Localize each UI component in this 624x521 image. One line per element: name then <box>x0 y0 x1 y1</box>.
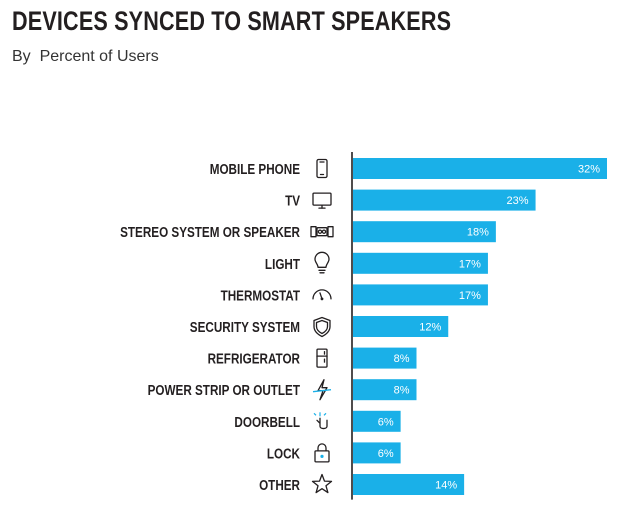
chart-subtitle: By Percent of Users <box>12 48 159 65</box>
bar-mobile-phone <box>353 158 607 179</box>
bar-value-label: 6% <box>378 448 394 460</box>
doorbell-icon <box>313 412 328 430</box>
category-label: LIGHT <box>265 255 301 272</box>
security-shield-icon <box>313 316 331 338</box>
bar-light <box>353 252 488 274</box>
bar-value-label: 8% <box>394 353 410 365</box>
bar-tv <box>353 189 536 211</box>
bar-other <box>353 474 465 495</box>
star-icon <box>311 473 333 494</box>
category-label: LOCK <box>267 445 300 462</box>
bar-value-label: 6% <box>378 416 394 428</box>
bar-power-strip-or-outlet <box>353 379 417 401</box>
bar-value-label: 32% <box>578 164 600 176</box>
category-label: POWER STRIP OR OUTLET <box>148 382 301 399</box>
bar-lock <box>353 442 401 464</box>
category-label: MOBILE PHONE <box>210 161 300 178</box>
bar-value-label: 18% <box>467 227 489 239</box>
category-label: THERMOSTAT <box>221 287 301 304</box>
stereo-speaker-icon <box>310 226 334 238</box>
bar-security-system <box>353 316 449 337</box>
thermostat-icon <box>312 289 332 301</box>
mobile-phone-icon <box>316 158 328 179</box>
tv-icon <box>312 192 332 209</box>
lock-icon <box>314 443 330 463</box>
refrigerator-icon <box>316 348 328 368</box>
bar-refrigerator <box>353 347 417 369</box>
category-label: STEREO SYSTEM OR SPEAKER <box>120 224 300 241</box>
bar-value-label: 8% <box>394 385 410 397</box>
category-label: TV <box>285 192 300 209</box>
category-label: REFRIGERATOR <box>208 350 301 367</box>
chart-title: DEVICES SYNCED TO SMART SPEAKERS <box>12 6 452 36</box>
category-label: SECURITY SYSTEM <box>190 319 300 336</box>
bar-doorbell <box>353 410 401 432</box>
bar-value-label: 17% <box>459 290 481 302</box>
category-label: DOORBELL <box>234 413 300 430</box>
bar-thermostat <box>353 284 488 306</box>
light-bulb-icon <box>314 251 330 274</box>
category-label: OTHER <box>259 477 300 494</box>
bar-stereo-system-or-speaker <box>353 221 496 243</box>
power-plug-icon <box>312 379 332 401</box>
bar-value-label: 14% <box>435 480 457 492</box>
bar-value-label: 12% <box>419 322 441 334</box>
bar-value-label: 23% <box>507 195 529 207</box>
bar-value-label: 17% <box>459 258 481 270</box>
